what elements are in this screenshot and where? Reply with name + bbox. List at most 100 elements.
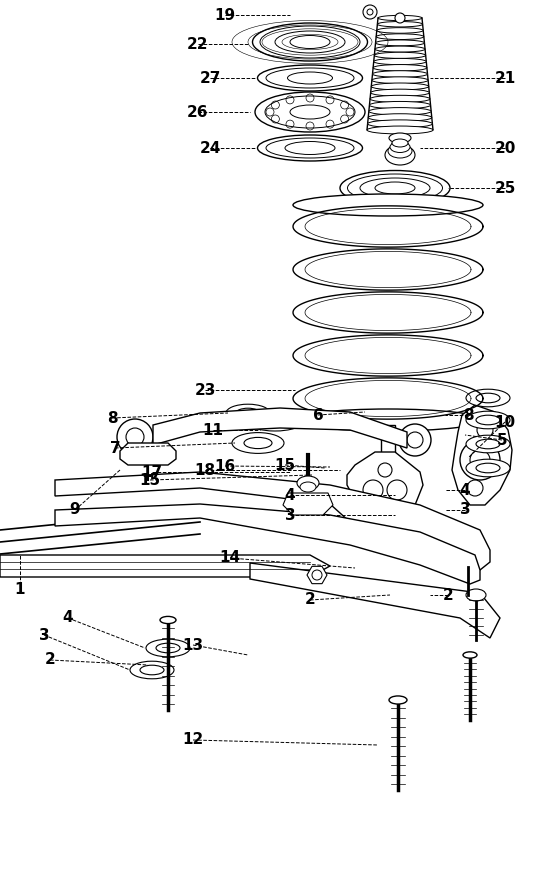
Ellipse shape: [340, 170, 450, 206]
Ellipse shape: [466, 589, 486, 601]
Text: 26: 26: [187, 105, 209, 120]
Circle shape: [467, 480, 483, 496]
Ellipse shape: [232, 432, 284, 454]
Circle shape: [378, 463, 392, 477]
Text: 3: 3: [285, 508, 295, 523]
Text: 15: 15: [139, 472, 161, 487]
Circle shape: [407, 432, 423, 448]
Text: 2: 2: [443, 587, 453, 602]
Ellipse shape: [367, 126, 433, 134]
Ellipse shape: [236, 408, 260, 418]
Polygon shape: [55, 504, 480, 584]
Text: 4: 4: [63, 610, 73, 626]
Ellipse shape: [300, 482, 316, 492]
Ellipse shape: [373, 65, 427, 71]
Ellipse shape: [260, 26, 360, 58]
Ellipse shape: [476, 439, 500, 449]
Text: 25: 25: [494, 181, 516, 196]
Ellipse shape: [290, 105, 330, 119]
Circle shape: [387, 480, 407, 500]
Ellipse shape: [266, 138, 354, 158]
Ellipse shape: [373, 71, 428, 77]
Text: 15: 15: [274, 457, 295, 472]
Ellipse shape: [297, 476, 319, 490]
Ellipse shape: [265, 96, 355, 128]
Ellipse shape: [347, 174, 443, 202]
Text: 10: 10: [494, 415, 516, 430]
Ellipse shape: [252, 23, 368, 61]
Circle shape: [312, 570, 322, 580]
Ellipse shape: [371, 83, 429, 89]
Polygon shape: [347, 452, 423, 515]
Ellipse shape: [369, 101, 430, 109]
Text: 19: 19: [214, 7, 235, 22]
Ellipse shape: [466, 411, 510, 429]
Ellipse shape: [369, 107, 431, 115]
Ellipse shape: [388, 144, 412, 158]
Ellipse shape: [293, 194, 483, 216]
Circle shape: [117, 419, 153, 455]
Polygon shape: [283, 493, 333, 515]
Ellipse shape: [370, 96, 430, 103]
Polygon shape: [307, 566, 327, 584]
Text: 20: 20: [494, 141, 516, 156]
Text: 18: 18: [195, 462, 215, 478]
Polygon shape: [120, 443, 176, 465]
Circle shape: [126, 428, 144, 446]
Text: 8: 8: [107, 410, 117, 425]
Text: 4: 4: [460, 483, 470, 498]
Ellipse shape: [156, 643, 180, 653]
Text: 11: 11: [203, 423, 224, 438]
Polygon shape: [55, 472, 490, 570]
Text: 22: 22: [187, 36, 209, 51]
Ellipse shape: [377, 27, 423, 34]
Circle shape: [470, 450, 490, 470]
Circle shape: [460, 440, 500, 480]
Ellipse shape: [476, 393, 500, 403]
Ellipse shape: [140, 665, 164, 675]
Text: 3: 3: [39, 627, 49, 642]
Text: 8: 8: [463, 408, 473, 423]
Ellipse shape: [375, 46, 425, 52]
Ellipse shape: [376, 34, 424, 40]
Circle shape: [367, 9, 373, 15]
Ellipse shape: [372, 77, 428, 83]
Ellipse shape: [378, 15, 422, 20]
Text: 14: 14: [219, 550, 241, 565]
Ellipse shape: [257, 65, 362, 91]
Ellipse shape: [368, 120, 433, 128]
Circle shape: [477, 422, 493, 438]
Ellipse shape: [377, 21, 422, 27]
Circle shape: [140, 447, 156, 463]
Ellipse shape: [360, 178, 430, 198]
Ellipse shape: [385, 145, 415, 165]
Ellipse shape: [392, 139, 408, 147]
Ellipse shape: [266, 68, 354, 88]
Text: 7: 7: [110, 440, 120, 455]
Ellipse shape: [392, 140, 408, 148]
Ellipse shape: [463, 652, 477, 658]
Text: 9: 9: [70, 502, 80, 517]
Text: 17: 17: [142, 464, 162, 479]
Polygon shape: [452, 405, 512, 505]
Ellipse shape: [476, 463, 500, 473]
Ellipse shape: [466, 389, 510, 407]
Circle shape: [395, 13, 405, 23]
Ellipse shape: [146, 639, 190, 657]
Circle shape: [363, 5, 377, 19]
Ellipse shape: [285, 142, 335, 154]
Ellipse shape: [226, 404, 270, 422]
Ellipse shape: [389, 696, 407, 704]
Text: 2: 2: [44, 652, 55, 667]
Ellipse shape: [248, 413, 302, 431]
Ellipse shape: [374, 58, 426, 65]
Ellipse shape: [466, 435, 510, 453]
Text: 5: 5: [497, 432, 507, 447]
Circle shape: [399, 424, 431, 456]
Ellipse shape: [160, 617, 176, 624]
Ellipse shape: [375, 182, 415, 194]
Ellipse shape: [287, 72, 332, 84]
Text: 4: 4: [285, 487, 295, 502]
Ellipse shape: [257, 135, 362, 161]
Text: 1: 1: [15, 582, 25, 597]
